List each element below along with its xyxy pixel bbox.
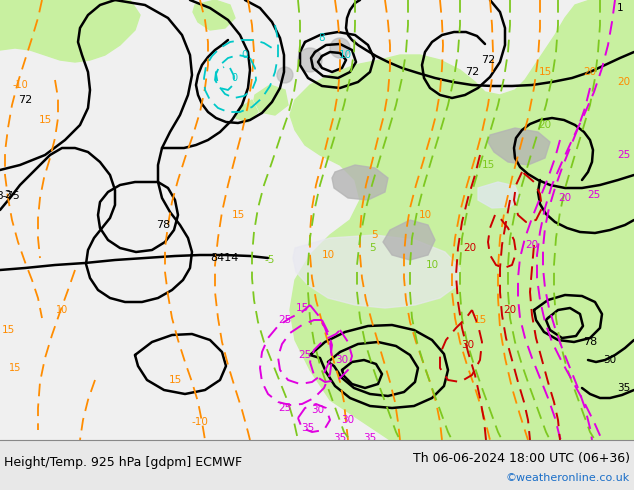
Text: 5: 5 bbox=[369, 243, 375, 253]
Circle shape bbox=[330, 38, 350, 58]
Text: 0: 0 bbox=[231, 73, 237, 83]
Text: 10: 10 bbox=[425, 260, 439, 270]
Polygon shape bbox=[478, 182, 520, 208]
Text: 25: 25 bbox=[278, 315, 292, 325]
Text: 15: 15 bbox=[169, 375, 181, 385]
Text: 10: 10 bbox=[418, 210, 432, 220]
Text: Th 06-06-2024 18:00 UTC (06+36): Th 06-06-2024 18:00 UTC (06+36) bbox=[413, 451, 630, 465]
Text: 25: 25 bbox=[278, 403, 292, 413]
Text: 10: 10 bbox=[339, 50, 352, 60]
Polygon shape bbox=[193, 0, 235, 30]
Text: 15: 15 bbox=[1, 325, 15, 335]
Text: 20: 20 bbox=[618, 77, 631, 87]
Text: 25: 25 bbox=[587, 190, 600, 200]
Text: -10: -10 bbox=[191, 417, 209, 427]
Text: 15: 15 bbox=[39, 115, 51, 125]
Text: -5: -5 bbox=[265, 255, 275, 265]
Text: 8414: 8414 bbox=[210, 253, 238, 263]
Text: 20: 20 bbox=[526, 240, 538, 250]
Polygon shape bbox=[0, 0, 140, 62]
Polygon shape bbox=[290, 0, 634, 440]
Text: 35: 35 bbox=[301, 423, 314, 433]
Text: 72: 72 bbox=[18, 95, 32, 105]
Text: 8: 8 bbox=[319, 33, 325, 43]
Circle shape bbox=[277, 67, 293, 83]
Text: 1: 1 bbox=[617, 3, 623, 13]
Text: 20: 20 bbox=[583, 67, 597, 77]
Text: Height/Temp. 925 hPa [gdpm] ECMWF: Height/Temp. 925 hPa [gdpm] ECMWF bbox=[4, 456, 242, 468]
Text: 25: 25 bbox=[618, 150, 631, 160]
Text: 72: 72 bbox=[481, 55, 495, 65]
Text: 78: 78 bbox=[583, 337, 597, 347]
Text: 20: 20 bbox=[538, 120, 552, 130]
Text: 30: 30 bbox=[335, 355, 349, 365]
Polygon shape bbox=[0, 440, 634, 490]
Text: 15: 15 bbox=[474, 315, 487, 325]
Text: 72: 72 bbox=[465, 67, 479, 77]
Text: 5: 5 bbox=[372, 230, 378, 240]
Text: 2: 2 bbox=[4, 190, 11, 200]
Text: 30: 30 bbox=[604, 355, 616, 365]
Text: 35: 35 bbox=[363, 433, 377, 443]
Text: -10: -10 bbox=[12, 80, 28, 90]
Text: 20: 20 bbox=[463, 243, 477, 253]
Text: 15: 15 bbox=[9, 363, 21, 373]
Text: 25: 25 bbox=[299, 350, 312, 360]
Polygon shape bbox=[0, 0, 634, 440]
Polygon shape bbox=[488, 128, 550, 165]
Text: 30: 30 bbox=[462, 340, 475, 350]
Text: 0: 0 bbox=[242, 50, 249, 60]
Polygon shape bbox=[236, 100, 258, 122]
Polygon shape bbox=[293, 235, 460, 308]
Polygon shape bbox=[383, 220, 435, 260]
Text: 15: 15 bbox=[481, 160, 495, 170]
Text: 20: 20 bbox=[559, 193, 572, 203]
Text: 35: 35 bbox=[618, 383, 631, 393]
Text: 15: 15 bbox=[538, 67, 552, 77]
Text: ©weatheronline.co.uk: ©weatheronline.co.uk bbox=[506, 473, 630, 483]
Polygon shape bbox=[254, 85, 288, 115]
Text: 78: 78 bbox=[156, 220, 170, 230]
Text: 10: 10 bbox=[56, 305, 68, 315]
Text: 30: 30 bbox=[311, 405, 325, 415]
Text: 15: 15 bbox=[231, 210, 245, 220]
Text: 30: 30 bbox=[342, 415, 354, 425]
Circle shape bbox=[298, 48, 322, 72]
Polygon shape bbox=[332, 165, 388, 200]
Text: 20: 20 bbox=[503, 305, 517, 315]
Text: 8-75: 8-75 bbox=[0, 191, 20, 201]
Text: 10: 10 bbox=[321, 250, 335, 260]
Text: 15: 15 bbox=[295, 303, 309, 313]
Text: 35: 35 bbox=[333, 433, 347, 443]
